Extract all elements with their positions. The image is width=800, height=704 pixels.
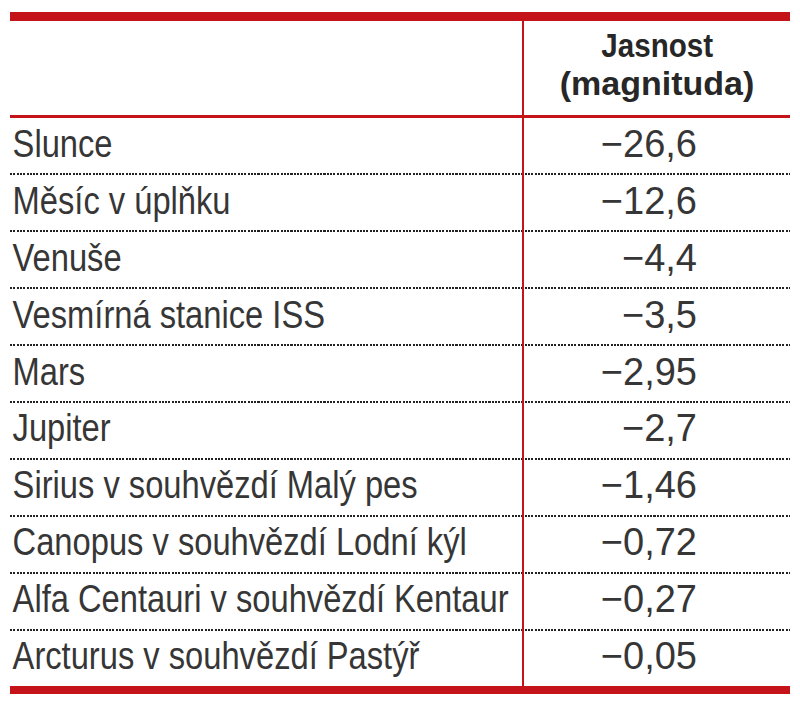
table-body: Slunce −26,6 Měsíc v úplňku −12,6 Venuše −4,4…	[10, 118, 790, 687]
table-row: Arcturus v souhvězdí Pastýř −0,05	[10, 630, 790, 687]
table-row: Vesmírná stanice ISS −3,5	[10, 288, 790, 345]
object-name: Jupiter	[10, 407, 452, 450]
magnitude-value: −2,95	[524, 351, 790, 394]
object-name: Mars	[10, 351, 452, 394]
table-row: Slunce −26,6	[10, 118, 790, 175]
magnitude-value: −0,72	[524, 521, 790, 564]
table-row: Alfa Centauri v souhvězdí Kentaur −0,27	[10, 573, 790, 630]
object-name: Slunce	[10, 123, 452, 166]
table-row: Mars −2,95	[10, 345, 790, 402]
table-row: Jupiter −2,7	[10, 402, 790, 459]
magnitude-value: −26,6	[524, 123, 790, 166]
magnitude-value: −0,05	[524, 635, 790, 678]
magnitude-value: −1,46	[524, 464, 790, 507]
column-divider	[522, 12, 525, 694]
column-header-jasnost: Jasnost	[601, 26, 713, 64]
magnitude-value: −2,7	[524, 407, 790, 450]
magnitude-value: −3,5	[524, 294, 790, 337]
table-bottom-border	[10, 686, 790, 694]
object-name: Alfa Centauri v souhvězdí Kentaur	[10, 578, 452, 621]
table-row: Canopus v souhvězdí Lodní kýl −0,72	[10, 516, 790, 573]
table-row: Měsíc v úplňku −12,6	[10, 174, 790, 231]
header-value-cell: Jasnost (magnituda)	[524, 21, 790, 116]
magnitude-value: −4,4	[524, 237, 790, 280]
object-name: Venuše	[10, 237, 452, 280]
object-name: Měsíc v úplňku	[10, 180, 452, 223]
header-empty-cell	[10, 21, 524, 116]
table-row: Sirius v souhvězdí Malý pes −1,46	[10, 459, 790, 516]
table-header-row: Jasnost (magnituda)	[10, 21, 790, 116]
table-row: Venuše −4,4	[10, 231, 790, 288]
object-name: Canopus v souhvězdí Lodní kýl	[10, 521, 452, 564]
column-header-magnituda: (magnituda)	[560, 64, 755, 102]
magnitude-value: −0,27	[524, 578, 790, 621]
table-top-border	[10, 12, 790, 21]
object-name: Arcturus v souhvězdí Pastýř	[10, 635, 452, 678]
object-name: Vesmírná stanice ISS	[10, 294, 452, 337]
object-name: Sirius v souhvězdí Malý pes	[10, 464, 452, 507]
magnitude-value: −12,6	[524, 180, 790, 223]
magnitude-table: Jasnost (magnituda) Slunce −26,6 Měsíc v ú…	[10, 12, 790, 694]
